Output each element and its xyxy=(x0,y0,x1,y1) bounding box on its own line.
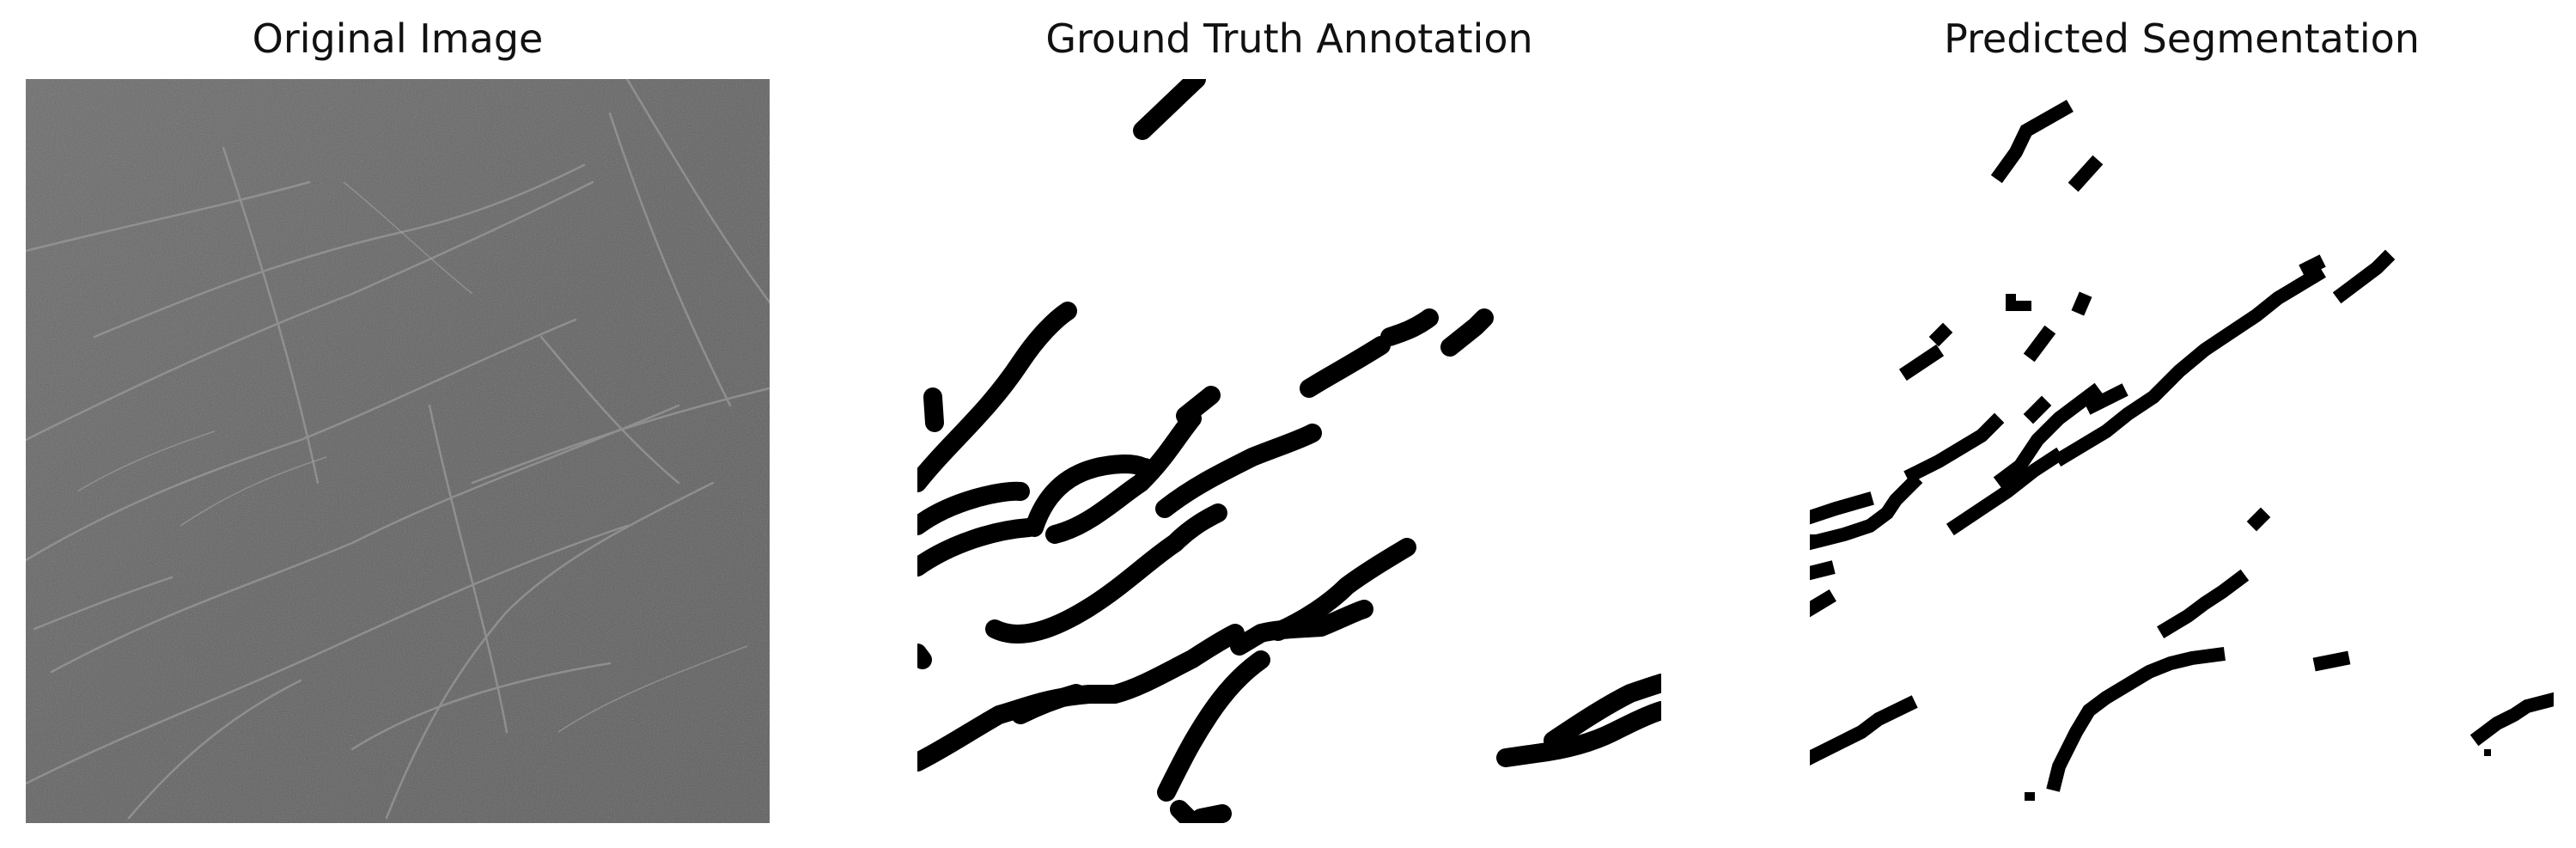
ground-truth-title: Ground Truth Annotation xyxy=(1045,15,1533,62)
predicted-segmentation xyxy=(1810,79,2554,823)
original-image xyxy=(26,79,770,823)
predicted-segmentation-title: Predicted Segmentation xyxy=(1944,15,2420,62)
original-image-panel: Original Image xyxy=(26,0,770,848)
predicted-mask xyxy=(1810,79,2554,823)
ground-truth-panel: Ground Truth Annotation xyxy=(917,0,1661,848)
predicted-segmentation-panel: Predicted Segmentation xyxy=(1810,0,2554,848)
ground-truth-annotation xyxy=(917,79,1661,823)
original-image-texture xyxy=(26,79,770,823)
original-image-title: Original Image xyxy=(252,15,544,62)
ground-truth-mask xyxy=(917,79,1661,823)
